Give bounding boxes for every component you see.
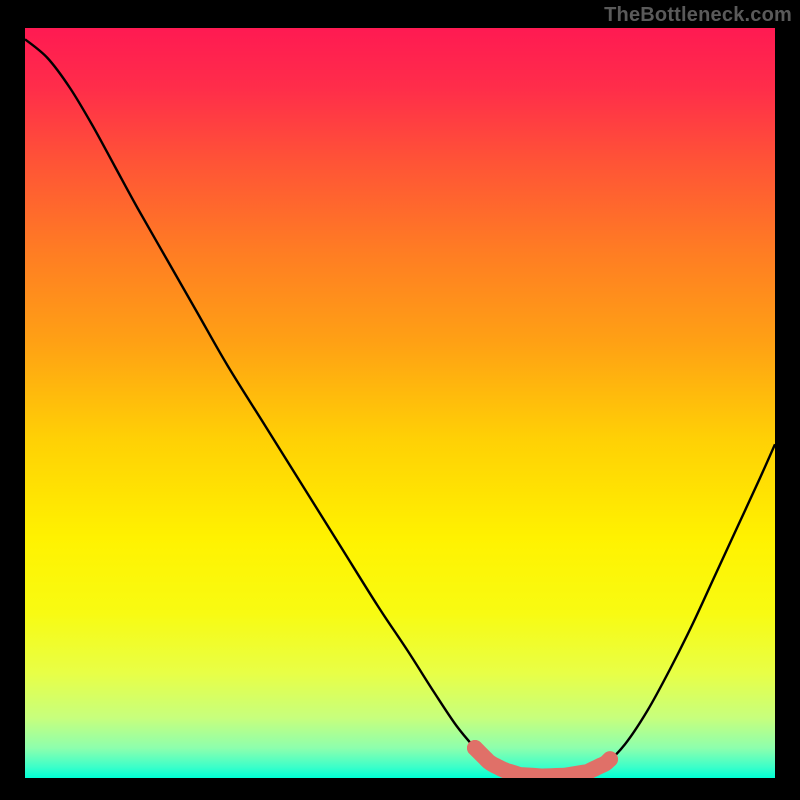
plot-area [25,28,775,778]
marker-highlight-region [475,748,610,777]
chart-container: TheBottleneck.com [0,0,800,800]
watermark-text: TheBottleneck.com [604,4,792,27]
bottleneck-curve [25,39,775,776]
marker-point-right [602,751,618,767]
curve-layer [25,28,775,778]
marker-point-left [467,740,483,756]
